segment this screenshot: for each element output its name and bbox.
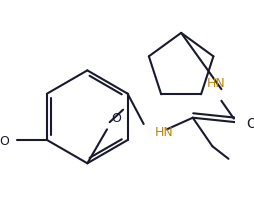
Text: O: O bbox=[0, 135, 10, 148]
Text: HN: HN bbox=[206, 77, 225, 90]
Text: HN: HN bbox=[154, 126, 172, 139]
Text: O: O bbox=[245, 117, 254, 131]
Text: O: O bbox=[111, 112, 121, 125]
